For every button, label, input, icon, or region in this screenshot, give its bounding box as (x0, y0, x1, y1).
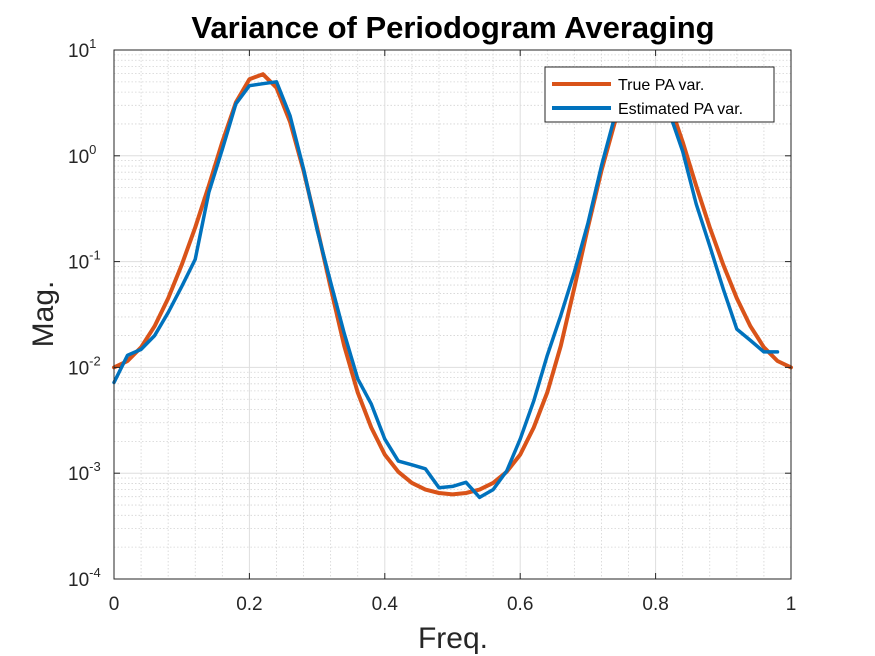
x-tick-label: 0.8 (642, 594, 668, 615)
legend-box (544, 66, 775, 123)
plot-area (114, 50, 791, 579)
plot-frame (113, 49, 792, 580)
x-axis-label: Freq. (418, 622, 488, 655)
tick-marks (113, 49, 792, 580)
y-tick-label: 10-4 (68, 565, 101, 591)
chart-title: Variance of Periodogram Averaging (191, 10, 714, 45)
x-tick-label: 0.4 (372, 594, 399, 615)
y-tick-label: 100 (68, 142, 96, 168)
y-tick-label: 10-1 (68, 248, 101, 274)
y-axis-label: Mag. (27, 281, 60, 348)
x-tick-labels: 0 0.2 0.4 0.6 0.8 1 (109, 594, 797, 615)
legend: True PA var. Estimated PA var. (544, 66, 775, 123)
y-tick-label: 101 (68, 36, 96, 62)
y-tick-label: 10-3 (68, 459, 101, 485)
legend-entry-estimated-pa-var: Estimated PA var. (618, 101, 743, 118)
y-tick-labels: 10-4 10-3 10-2 10-1 100 101 (68, 36, 101, 591)
x-tick-label: 0.6 (507, 594, 533, 615)
x-tick-label: 0 (109, 594, 120, 615)
x-tick-label: 0.2 (236, 594, 262, 615)
x-tick-label: 1 (786, 594, 797, 615)
legend-entry-true-pa-var: True PA var. (618, 77, 704, 94)
y-tick-label: 10-2 (68, 353, 101, 379)
